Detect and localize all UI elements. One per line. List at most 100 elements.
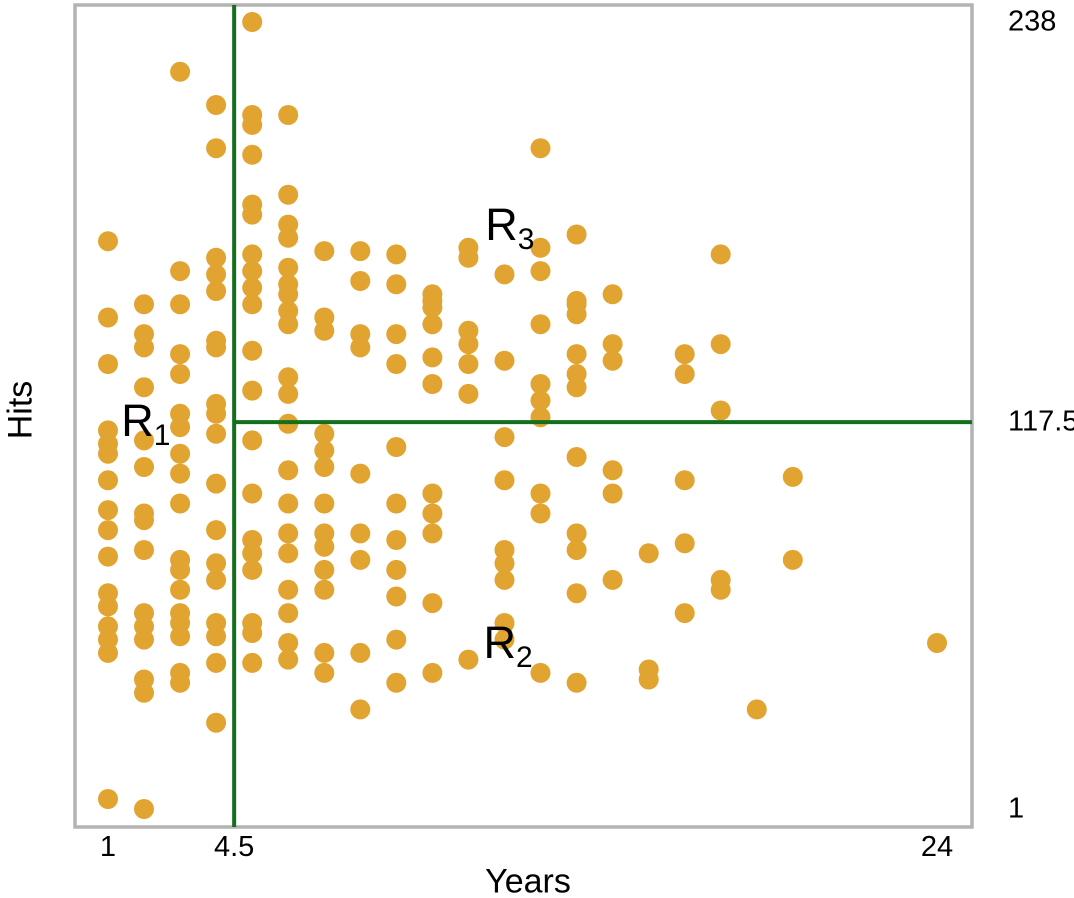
data-point [206, 95, 227, 115]
y-tick-label: 238 [1008, 5, 1057, 38]
data-point [530, 483, 551, 504]
data-point [710, 579, 731, 600]
data-point [170, 579, 191, 600]
x-axis-title: Years [485, 862, 571, 898]
data-point [206, 403, 227, 424]
data-point [674, 344, 695, 365]
data-point [242, 652, 263, 673]
data-point [422, 297, 443, 318]
data-point [494, 553, 515, 574]
data-point [98, 443, 118, 464]
data-point [242, 261, 263, 282]
data-point [170, 61, 191, 82]
data-point [530, 374, 551, 394]
data-point [350, 463, 371, 484]
data-point [134, 682, 154, 703]
data-point [674, 603, 695, 624]
data-point [242, 204, 263, 225]
data-point [314, 423, 335, 444]
data-point [422, 374, 443, 394]
data-point [386, 672, 407, 693]
data-point [170, 344, 191, 365]
data-point [278, 383, 299, 404]
data-point [98, 520, 118, 541]
data-point [278, 543, 299, 564]
data-point [314, 642, 335, 663]
data-point [98, 642, 118, 663]
data-point [206, 553, 227, 574]
region-label-r1: R1 [121, 395, 170, 453]
data-point [530, 261, 551, 282]
data-point [278, 579, 299, 600]
data-point [242, 144, 263, 165]
y-tick-label: 117.5 [1008, 405, 1074, 438]
data-point [98, 500, 118, 521]
data-point [530, 390, 551, 411]
x-tick-label: 24 [920, 831, 954, 863]
data-point [314, 536, 335, 557]
data-point [242, 430, 263, 451]
data-point [206, 626, 227, 647]
data-point [422, 314, 443, 335]
data-point [710, 334, 731, 355]
data-point [314, 320, 335, 341]
data-point [278, 105, 299, 125]
data-point [278, 493, 299, 514]
region-label-subscript: 1 [153, 418, 171, 452]
data-point [566, 344, 587, 365]
data-point [170, 364, 191, 384]
data-point [602, 569, 623, 590]
data-point [350, 642, 371, 663]
data-point [170, 443, 191, 464]
data-point [170, 261, 191, 282]
data-point [530, 407, 551, 428]
region-label-base: R [483, 617, 516, 669]
data-point [134, 377, 154, 398]
data-point [602, 334, 623, 355]
data-point [278, 460, 299, 481]
data-point [530, 314, 551, 335]
data-point [134, 294, 154, 315]
region-label-r3: R3 [485, 199, 534, 257]
data-point [782, 549, 803, 570]
data-point [386, 629, 407, 650]
data-point [350, 699, 371, 720]
region-label-base: R [121, 394, 154, 446]
data-point [98, 307, 118, 328]
data-point [566, 540, 587, 560]
data-point [170, 493, 191, 514]
x-tick-label: 4.5 [213, 831, 255, 863]
data-point [242, 340, 263, 361]
data-point [242, 12, 263, 32]
data-point [566, 377, 587, 398]
data-point [134, 457, 154, 477]
data-point [242, 483, 263, 504]
data-point [350, 523, 371, 544]
data-point [566, 523, 587, 544]
data-point [458, 334, 479, 355]
data-point [242, 623, 263, 643]
data-point [530, 662, 551, 683]
data-point [206, 138, 227, 159]
data-point [494, 613, 515, 633]
data-point [386, 559, 407, 580]
data-point [242, 380, 263, 401]
data-point [386, 274, 407, 295]
data-point [206, 423, 227, 444]
region-label-subscript: 3 [517, 222, 535, 256]
data-point [314, 559, 335, 580]
data-point [134, 337, 154, 358]
plot-border [73, 3, 974, 829]
data-point [170, 294, 191, 315]
data-point [170, 417, 191, 438]
data-point [422, 503, 443, 524]
data-point [98, 789, 118, 809]
data-point [134, 629, 154, 650]
data-point [98, 354, 118, 374]
data-point [674, 364, 695, 384]
data-point [927, 633, 947, 653]
data-point [206, 247, 227, 268]
data-point [98, 231, 118, 252]
region-label-base: R [485, 198, 518, 250]
